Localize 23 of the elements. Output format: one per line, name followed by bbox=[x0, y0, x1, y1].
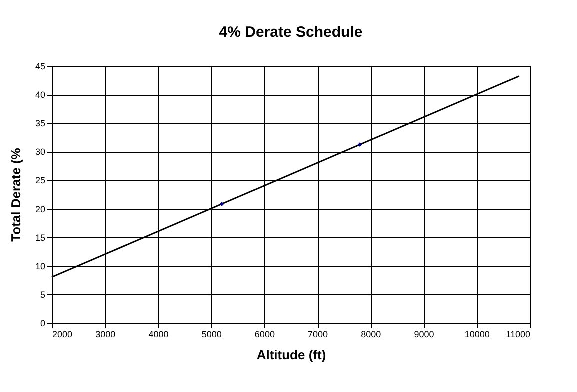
y-tick-label: 30 bbox=[35, 147, 46, 158]
x-tick-label: 3000 bbox=[96, 330, 116, 340]
y-tick-label: 45 bbox=[35, 62, 46, 72]
y-tick-label: 40 bbox=[35, 90, 46, 100]
chart-title: 4% Derate Schedule bbox=[219, 24, 363, 41]
x-tick-label: 9000 bbox=[414, 330, 434, 340]
y-tick-label: 20 bbox=[35, 204, 46, 214]
y-tick-label: 5 bbox=[40, 290, 46, 300]
y-tick-label: 0 bbox=[40, 318, 46, 328]
y-axis-title: Total Derate (% bbox=[8, 148, 24, 242]
x-tick-label: 6000 bbox=[254, 330, 275, 340]
x-tick-label: 2000 bbox=[52, 330, 73, 340]
x-tick-label: 4000 bbox=[148, 330, 169, 340]
y-tick-label: 10 bbox=[35, 261, 46, 272]
x-tick-label: 10000 bbox=[464, 330, 490, 340]
x-tick-label: 7000 bbox=[308, 330, 328, 340]
x-tick-label: 11000 bbox=[506, 330, 530, 340]
x-tick-label: 5000 bbox=[202, 330, 222, 340]
y-tick-label: 25 bbox=[35, 176, 46, 186]
y-tick-label: 35 bbox=[35, 118, 46, 129]
x-tick-label: 8000 bbox=[361, 330, 382, 340]
x-axis-title: Altitude (ft) bbox=[256, 348, 326, 362]
y-tick-label: 15 bbox=[35, 232, 46, 243]
